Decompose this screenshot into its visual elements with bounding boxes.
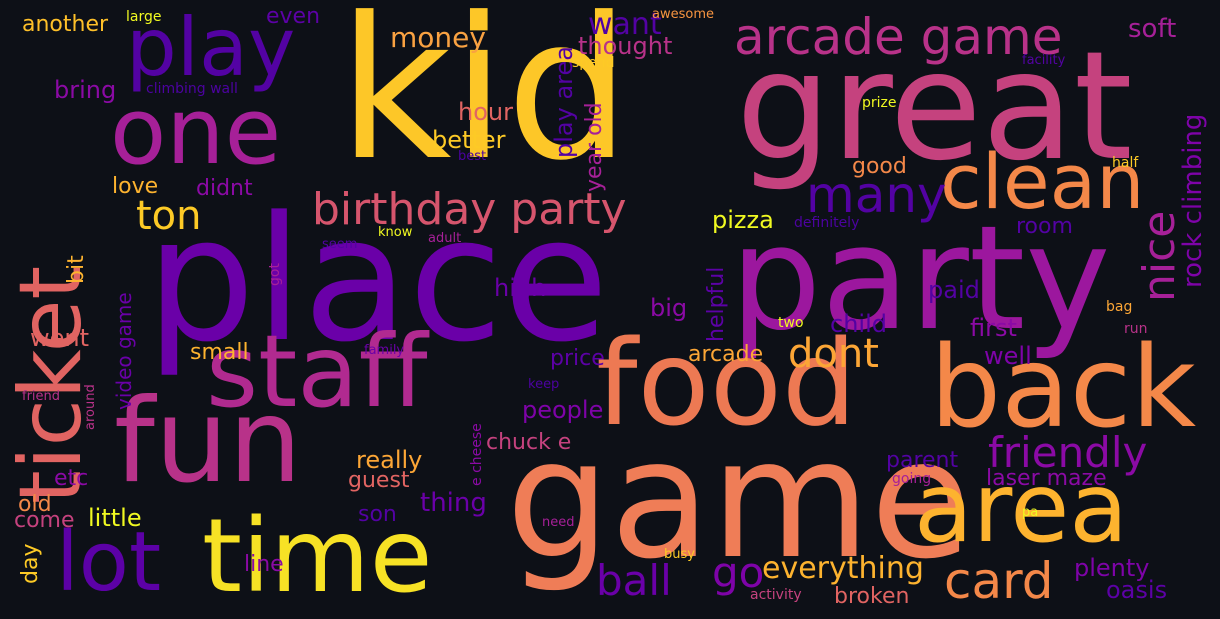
word-card: card (944, 552, 1054, 610)
word-dont: dont (788, 331, 879, 377)
word-everything: everything (762, 551, 924, 586)
word-arcade: arcade (688, 342, 764, 367)
word-thought: thought (578, 32, 673, 60)
word-small: small (190, 340, 249, 365)
word-kid: kid (338, 0, 631, 204)
word-come: come (14, 508, 75, 533)
word-staff: staff (206, 313, 428, 430)
word-line: line (244, 552, 284, 577)
word-chuck-e: chuck e (486, 430, 572, 455)
word-pa: pa (1022, 505, 1039, 520)
word-facility: facility (1022, 53, 1066, 68)
word-lot: lot (56, 515, 162, 610)
word-old: old (18, 492, 52, 517)
word-ton: ton (136, 193, 202, 239)
word-definitely: definitely (794, 215, 860, 231)
word-hour: hour (458, 98, 513, 126)
word-guest: guest (348, 468, 410, 493)
word-climbing-wall: climbing wall (146, 81, 238, 97)
word-birthday-party: birthday party (312, 184, 627, 235)
word-thing: thing (420, 488, 487, 518)
word-large: large (126, 9, 162, 25)
word-around: around (83, 384, 98, 430)
word-arcade-game: arcade game (734, 8, 1063, 66)
word-bag: bag (1106, 299, 1133, 315)
word-area: area (914, 452, 1129, 564)
word-day: day (18, 543, 43, 584)
word-place: place (146, 179, 609, 380)
word-friend: friend (22, 389, 61, 404)
word-need: need (542, 515, 575, 530)
word-good: good (852, 154, 907, 179)
word-prize: prize (862, 95, 897, 111)
word-party: party (730, 194, 1111, 362)
word-love: love (112, 174, 159, 199)
word-activity: activity (750, 587, 802, 603)
word-two: two (778, 315, 804, 331)
word-child: child (830, 310, 887, 338)
word-friendly: friendly (988, 428, 1148, 477)
word-play: play (126, 1, 296, 94)
word-want: want (588, 7, 662, 42)
word-soft: soft (1128, 14, 1177, 44)
word-go: go (712, 548, 765, 597)
word-son: son (358, 502, 397, 527)
word-little: little (88, 504, 142, 532)
word-etc: etc (54, 466, 89, 491)
word-family: family (364, 343, 405, 358)
word-half: half (1112, 155, 1139, 171)
word-e-cheese: e cheese (469, 423, 485, 486)
word-year-old: year old (582, 102, 607, 192)
word-video-game: video game (112, 292, 136, 410)
word-money: money (390, 21, 486, 54)
word-rock-climbing: rock climbing (1178, 113, 1208, 288)
word-food: food (596, 314, 857, 452)
word-people: people (522, 396, 604, 424)
word-paid: paid (928, 276, 980, 304)
word-awesome: awesome (652, 7, 714, 22)
word-one: one (110, 78, 282, 185)
word-time: time (202, 497, 433, 616)
word-fun: fun (114, 374, 302, 509)
word-bring: bring (54, 76, 117, 104)
word-helpful: helpful (704, 266, 729, 342)
word-going: going (892, 471, 932, 487)
word-best: best (458, 149, 487, 164)
word-really: really (356, 446, 423, 474)
word-price: price (550, 346, 605, 371)
word-run: run (1124, 321, 1148, 337)
word-oasis: oasis (1106, 576, 1168, 604)
word-got: got (267, 263, 283, 286)
word-broken: broken (834, 584, 910, 609)
word-first: first (970, 314, 1017, 342)
word-game: game (506, 404, 972, 595)
word-keep: keep (528, 377, 560, 392)
word-adult: adult (428, 231, 462, 246)
word-nice: nice (1134, 210, 1185, 302)
word-ball: ball (596, 556, 672, 605)
word-another: another (22, 12, 109, 37)
word-room: room (1016, 214, 1073, 239)
word-laser-maze: laser maze (986, 466, 1107, 491)
word-great: great (736, 20, 1133, 194)
word-many: many (806, 166, 947, 224)
word-seem: seem (322, 237, 358, 252)
word-went: went (30, 324, 90, 352)
word-high: high (494, 274, 547, 302)
word-know: know (378, 225, 413, 240)
word-spend: spend (572, 55, 615, 71)
word-back: back (930, 323, 1197, 453)
word-well: well (984, 342, 1032, 370)
word-even: even (266, 4, 321, 29)
word-parent: parent (886, 448, 959, 473)
word-plenty: plenty (1074, 554, 1150, 582)
word-bit: bit (64, 255, 89, 284)
word-clean: clean (940, 137, 1145, 226)
word-better: better (432, 126, 506, 154)
word-busy: busy (664, 547, 695, 562)
word-pizza: pizza (712, 206, 774, 234)
word-didnt: didnt (196, 176, 253, 201)
word-big: big (650, 294, 688, 322)
